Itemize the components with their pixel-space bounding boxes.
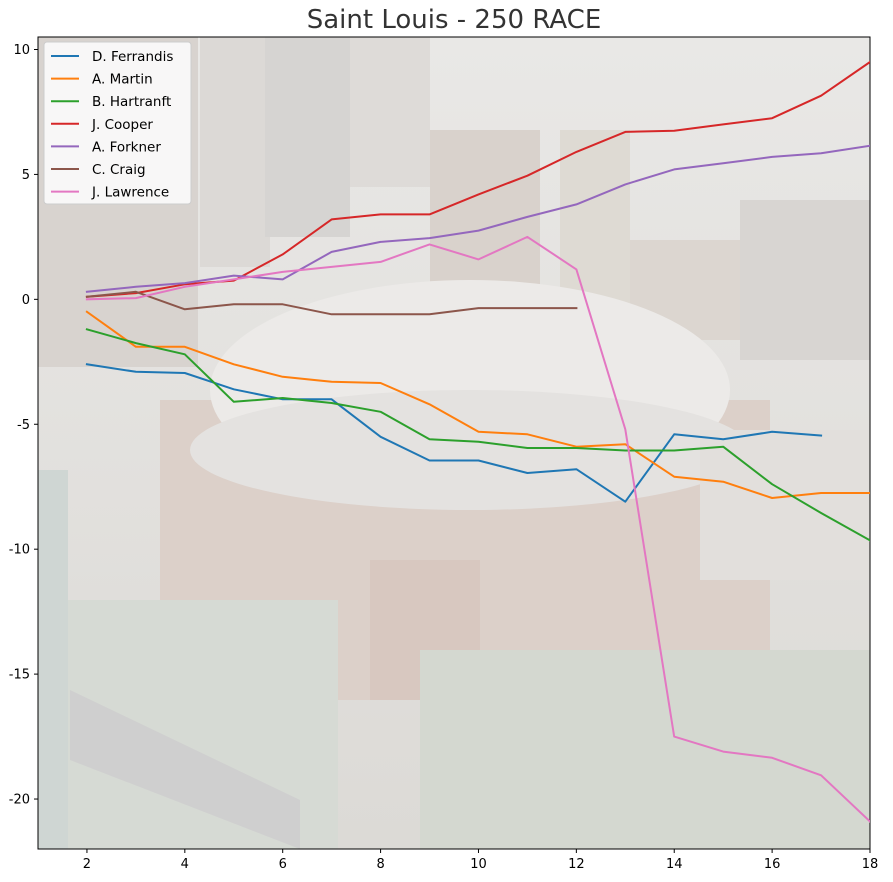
y-axis: 10 5 0 -5 -10 -15 -20	[9, 43, 38, 808]
legend-item-a-forkner: A. Forkner	[51, 139, 161, 155]
legend-item-j-lawrence: J. Lawrence	[51, 185, 169, 201]
y-tick-label: -10	[9, 543, 30, 558]
y-tick-label: -15	[9, 668, 30, 683]
y-tick-label: 0	[22, 293, 30, 308]
x-tick-label: 8	[376, 857, 384, 872]
legend-item-a-martin: A. Martin	[51, 72, 153, 88]
series-line-a-martin	[85, 310, 870, 499]
x-tick-label: 14	[666, 857, 683, 872]
legend-label: J. Cooper	[91, 117, 153, 133]
x-tick-label: 10	[470, 857, 487, 872]
x-axis: 2 4 6 8 10 12 14 16 18	[83, 849, 878, 872]
x-tick-label: 4	[181, 857, 189, 872]
legend-label: A. Forkner	[92, 139, 161, 155]
x-tick-label: 18	[862, 857, 879, 872]
legend-label: C. Craig	[92, 162, 146, 178]
legend-item-b-hartranft: B. Hartranft	[51, 94, 171, 110]
legend-label: A. Martin	[92, 72, 153, 88]
legend-label: D. Ferrandis	[92, 49, 173, 65]
legend-item-j-cooper: J. Cooper	[51, 117, 153, 133]
x-tick-label: 6	[279, 857, 287, 872]
series-line-b-hartranft	[85, 328, 870, 542]
series-line-c-craig	[85, 290, 578, 316]
y-tick-label: -5	[17, 418, 30, 433]
series-line-j-lawrence	[85, 235, 870, 823]
legend-item-d-ferrandis: D. Ferrandis	[51, 49, 173, 65]
y-tick-label: 10	[13, 43, 30, 58]
y-tick-label: -20	[9, 793, 30, 808]
legend-box	[43, 41, 192, 205]
plot-frame	[37, 36, 871, 850]
legend: D. Ferrandis A. Martin B. Hartranft J. Coop…	[43, 41, 192, 205]
series-line-a-forkner	[85, 144, 870, 293]
series-line-d-ferrandis	[85, 363, 823, 503]
y-tick-label: 5	[22, 168, 30, 183]
legend-item-c-craig: C. Craig	[51, 162, 146, 178]
legend-label: J. Lawrence	[91, 185, 169, 201]
legend-label: B. Hartranft	[92, 94, 171, 110]
series-lines	[85, 60, 870, 823]
chart-title: Saint Louis - 250 RACE	[307, 5, 602, 35]
x-tick-label: 12	[568, 857, 585, 872]
x-tick-label: 16	[764, 857, 781, 872]
x-tick-label: 2	[83, 857, 91, 872]
